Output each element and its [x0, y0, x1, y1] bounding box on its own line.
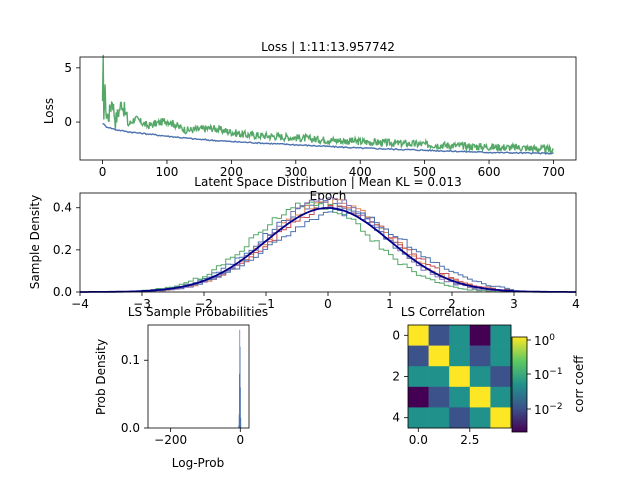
- latent-xtick-label: −4: [71, 297, 89, 311]
- heatmap-cell: [428, 345, 450, 367]
- latent-title: Latent Space Distribution | Mean KL = 0.…: [194, 175, 461, 189]
- heatmap-cell: [449, 325, 471, 346]
- prob-axes-frame: [147, 324, 250, 429]
- heatmap-cell: [490, 386, 512, 408]
- loss-xtick-label: 700: [542, 165, 565, 179]
- prob-xtick-label: −200: [154, 433, 187, 447]
- heatmap-cell: [490, 407, 512, 429]
- heatmap-cell: [408, 407, 429, 429]
- latent-xtick-label: 1: [386, 297, 394, 311]
- prob-ylabel: Prob Density: [94, 339, 108, 415]
- prob-xtick-label: 0: [236, 433, 244, 447]
- colorbar-tick-label: 100: [534, 333, 555, 348]
- loss-panel: Loss | 1:11:13.957742 Loss Epoch 0 100 200…: [42, 40, 577, 203]
- loss-xtick-label: 200: [220, 165, 243, 179]
- corr-xtick-label: 0.0: [409, 433, 428, 447]
- heatmap-cell: [490, 345, 512, 367]
- corr-axes-frame: [407, 324, 512, 429]
- loss-xtick-label: 500: [413, 165, 436, 179]
- latent-axes-frame: [79, 192, 577, 293]
- heatmap-cell: [428, 366, 450, 388]
- normal-pdf-curve: [80, 207, 576, 293]
- heatmap-cell: [428, 386, 450, 408]
- latent-xtick-label: 3: [510, 297, 518, 311]
- heatmap-cell: [408, 366, 429, 388]
- latent-ytick-label: 0.0: [53, 285, 72, 299]
- latent-histogram: [141, 201, 514, 293]
- heatmap-cell: [449, 345, 471, 367]
- heatmap-cell: [408, 345, 429, 367]
- heatmap-cell: [428, 407, 450, 429]
- latent-xtick-label: −3: [133, 297, 151, 311]
- loss-series-line: [102, 122, 554, 155]
- loss-xtick-label: 300: [284, 165, 307, 179]
- corr-xtick-label: 2.5: [460, 433, 479, 447]
- colorbar-tick-label: 10−1: [534, 367, 563, 382]
- loss-title: Loss | 1:11:13.957742: [261, 40, 395, 54]
- prob-title: LS Sample Probabilities: [128, 305, 268, 319]
- heatmap-cell: [449, 366, 471, 388]
- heatmap-cell: [469, 407, 491, 429]
- loss-ytick-label: 0: [64, 115, 72, 129]
- heatmap-cell: [469, 345, 491, 367]
- colorbar-tick-label: 10−2: [534, 402, 563, 417]
- prob-bar: [240, 417, 242, 428]
- heatmap-cell: [449, 386, 471, 408]
- loss-xtick-label: 600: [478, 165, 501, 179]
- latent-xtick-label: 0: [324, 297, 332, 311]
- heatmap-cell: [490, 366, 512, 388]
- prob-xlabel: Log-Prob: [172, 456, 224, 470]
- loss-ylabel: Loss: [42, 98, 56, 124]
- colorbar-label: corr coeff: [572, 355, 586, 413]
- loss-series-line: [101, 54, 554, 155]
- corr-ytick-label: 0: [392, 328, 400, 342]
- latent-panel: −4 −3 −2 −1 0 1 2 3 4 0.0 0.2 0.4 Latent Space Dist…: [28, 175, 580, 311]
- loss-xtick-label: 400: [349, 165, 372, 179]
- corr-ytick-label: 2: [392, 370, 400, 384]
- latent-xtick-label: 2: [448, 297, 456, 311]
- heatmap-cell: [469, 386, 491, 408]
- prob-bar: [240, 387, 241, 428]
- loss-ytick-label: 5: [64, 61, 72, 75]
- colorbar: [511, 336, 528, 433]
- heatmap-cell: [408, 325, 429, 346]
- latent-xtick-label: −1: [257, 297, 275, 311]
- prob-ytick-label: 0.0: [121, 421, 140, 435]
- correlation-panel: LS Correlation 0.0 2.5 0 2 4 corr coeff 100 1…: [392, 305, 586, 447]
- latent-xtick-label: 4: [572, 297, 580, 311]
- corr-title: LS Correlation: [401, 305, 485, 319]
- heatmap-cell: [449, 407, 471, 429]
- heatmap-cell: [428, 325, 450, 346]
- heatmap-cell: [469, 366, 491, 388]
- heatmap-cell: [469, 325, 491, 346]
- latent-ylabel: Sample Density: [28, 195, 42, 289]
- latent-ytick-label: 0.2: [53, 243, 72, 257]
- loss-axes-frame: [79, 56, 577, 161]
- prob-ytick-label: 0.1: [121, 353, 140, 367]
- loss-xtick-label: 100: [156, 165, 179, 179]
- latent-ytick-label: 0.4: [53, 201, 72, 215]
- heatmap-cell: [490, 325, 512, 346]
- probabilities-panel: LS Sample Probabilities Prob Density Log…: [94, 305, 268, 470]
- loss-xtick-label: 0: [99, 165, 107, 179]
- corr-ytick-label: 4: [392, 411, 400, 425]
- heatmap-cell: [408, 386, 429, 408]
- latent-xtick-label: −2: [195, 297, 213, 311]
